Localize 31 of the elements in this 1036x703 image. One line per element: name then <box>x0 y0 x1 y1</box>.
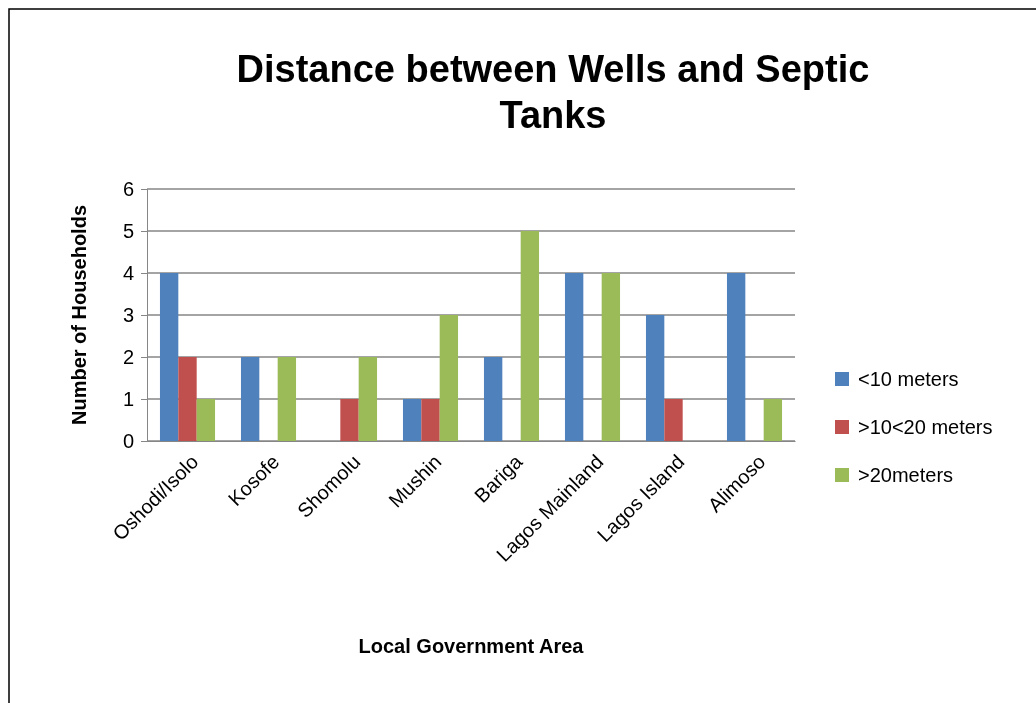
bar <box>645 315 665 441</box>
y-tick-label: 6 <box>122 177 134 200</box>
bar <box>421 399 440 441</box>
chart-title: Distance between Wells and Septic Tanks <box>236 48 870 136</box>
bar <box>439 315 459 441</box>
bar <box>178 357 197 441</box>
bar <box>277 357 297 441</box>
bar <box>483 357 503 441</box>
bar <box>402 399 422 441</box>
y-axis-title: Number of Households <box>68 204 90 426</box>
legend-label: >20meters <box>858 464 954 486</box>
bar <box>358 357 378 441</box>
bar <box>664 399 683 441</box>
bar <box>520 231 540 441</box>
y-tick-label: 3 <box>122 303 134 326</box>
bar <box>340 399 359 441</box>
legend-label: <10 meters <box>858 368 959 390</box>
bar <box>196 399 216 441</box>
legend-label: >10<20 meters <box>858 416 993 438</box>
y-tick-label: 5 <box>122 219 134 242</box>
bar <box>763 399 783 441</box>
x-axis-title: Local Government Area <box>358 635 585 657</box>
bar <box>240 357 260 441</box>
y-tick-label: 2 <box>122 345 134 368</box>
bar <box>601 273 621 441</box>
bar <box>159 273 179 441</box>
bar <box>726 273 746 441</box>
y-tick-label: 4 <box>122 261 134 284</box>
y-tick-label: 1 <box>122 387 134 410</box>
bar <box>564 273 584 441</box>
y-tick-label: 0 <box>122 429 134 452</box>
